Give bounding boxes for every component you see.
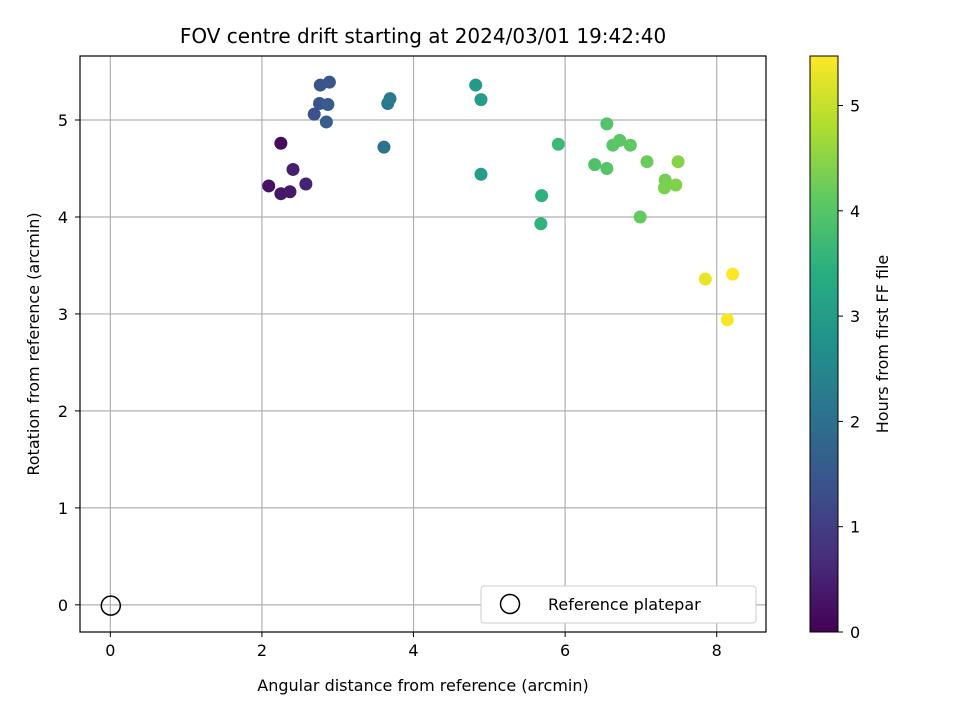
legend: Reference platepar xyxy=(480,585,757,624)
colorbar-gradient xyxy=(809,55,839,633)
y-tick-label: 0 xyxy=(58,596,68,615)
colorbar-tick-label: 1 xyxy=(850,518,860,537)
data-point xyxy=(534,217,548,231)
data-point xyxy=(299,177,313,191)
plot-frame xyxy=(79,55,767,633)
data-point xyxy=(383,92,397,106)
y-tick-label: 4 xyxy=(58,208,68,227)
data-point xyxy=(321,97,335,111)
data-point xyxy=(657,181,671,195)
data-point xyxy=(283,185,297,199)
colorbar-label: Hours from first FF file xyxy=(873,255,892,434)
scatter-points xyxy=(262,75,740,327)
data-point xyxy=(726,267,740,281)
y-axis-label: Rotation from reference (arcmin) xyxy=(24,212,43,475)
y-axis-ticks: 0 1 2 3 4 5 xyxy=(58,111,80,615)
colorbar-tick-label: 2 xyxy=(850,412,860,431)
data-point xyxy=(600,161,614,175)
data-point xyxy=(469,78,483,92)
data-point xyxy=(274,136,288,150)
legend-box xyxy=(480,585,757,624)
colorbar: 0 1 2 3 4 5 Hours from first FF file xyxy=(809,55,892,642)
data-point xyxy=(474,93,488,107)
data-point xyxy=(698,272,712,286)
data-point xyxy=(307,107,321,121)
x-tick-label: 8 xyxy=(712,641,722,660)
colorbar-tick-label: 3 xyxy=(850,307,860,326)
chart-title: FOV centre drift starting at 2024/03/01 … xyxy=(180,24,666,48)
colorbar-tick-label: 0 xyxy=(850,623,860,642)
legend-label: Reference platepar xyxy=(548,595,701,614)
data-point xyxy=(588,158,602,172)
data-point xyxy=(669,178,683,192)
data-point xyxy=(322,75,336,89)
x-axis-label: Angular distance from reference (arcmin) xyxy=(257,676,588,695)
data-point xyxy=(377,140,391,154)
y-tick-label: 5 xyxy=(58,111,68,130)
grid-lines xyxy=(80,56,766,632)
data-point xyxy=(551,137,565,151)
legend-marker-icon xyxy=(499,593,521,615)
x-tick-label: 6 xyxy=(560,641,570,660)
reference-platepar-marker xyxy=(100,595,122,616)
colorbar-ticks: 0 1 2 3 4 5 xyxy=(838,96,860,642)
y-tick-label: 1 xyxy=(58,499,68,518)
data-point xyxy=(720,313,734,327)
data-point xyxy=(613,133,627,147)
data-point xyxy=(319,115,333,129)
data-point xyxy=(640,155,654,169)
x-tick-label: 4 xyxy=(408,641,418,660)
data-point xyxy=(535,189,549,203)
data-point xyxy=(474,167,488,181)
colorbar-tick-label: 5 xyxy=(850,96,860,115)
data-point xyxy=(671,155,685,169)
data-point xyxy=(286,162,300,176)
x-tick-label: 2 xyxy=(257,641,267,660)
data-point xyxy=(262,179,276,193)
y-tick-label: 2 xyxy=(58,402,68,421)
data-point xyxy=(633,210,647,224)
y-tick-label: 3 xyxy=(58,305,68,324)
x-axis-ticks: 0 2 4 6 8 xyxy=(105,632,722,660)
colorbar-tick-label: 4 xyxy=(850,202,860,221)
x-tick-label: 0 xyxy=(105,641,115,660)
data-point xyxy=(623,138,637,152)
data-point xyxy=(600,117,614,131)
